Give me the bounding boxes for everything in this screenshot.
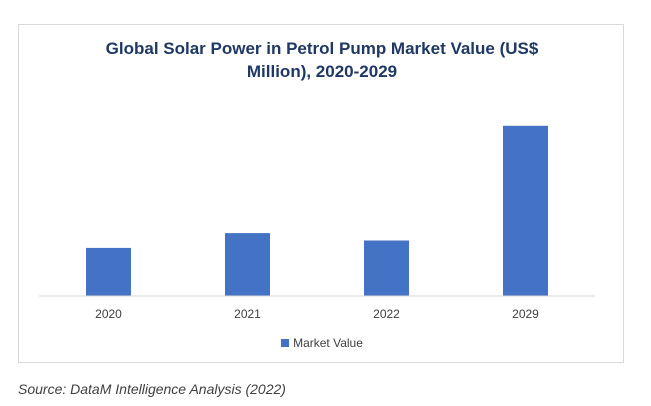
bar-2021 <box>225 233 270 296</box>
source-note: Source: DataM Intelligence Analysis (202… <box>18 381 286 397</box>
chart-title-line-2: Million), 2020-2029 <box>246 62 398 81</box>
x-tick-label-2020: 2020 <box>95 307 122 321</box>
bar-2020 <box>86 247 131 296</box>
x-tick-label-2022: 2022 <box>373 307 400 321</box>
x-tick-labels: 2020 2021 2022 2029 <box>95 307 539 321</box>
legend: Market Value <box>19 336 625 350</box>
chart-frame: Global Solar Power in Petrol Pump Market… <box>18 24 624 363</box>
legend-label-market-value: Market Value <box>293 336 363 350</box>
bar-2022 <box>364 240 409 296</box>
legend-swatch-market-value <box>281 339 290 347</box>
x-tick-label-2021: 2021 <box>234 307 261 321</box>
x-tick-label-2029: 2029 <box>512 307 539 321</box>
bars-group <box>86 125 548 296</box>
chart-title: Global Solar Power in Petrol Pump Market… <box>19 37 625 83</box>
chart-title-line-1: Global Solar Power in Petrol Pump Market… <box>105 39 539 58</box>
bar-chart-plot: 2020 2021 2022 2029 <box>39 125 595 321</box>
bar-2029 <box>503 125 548 296</box>
